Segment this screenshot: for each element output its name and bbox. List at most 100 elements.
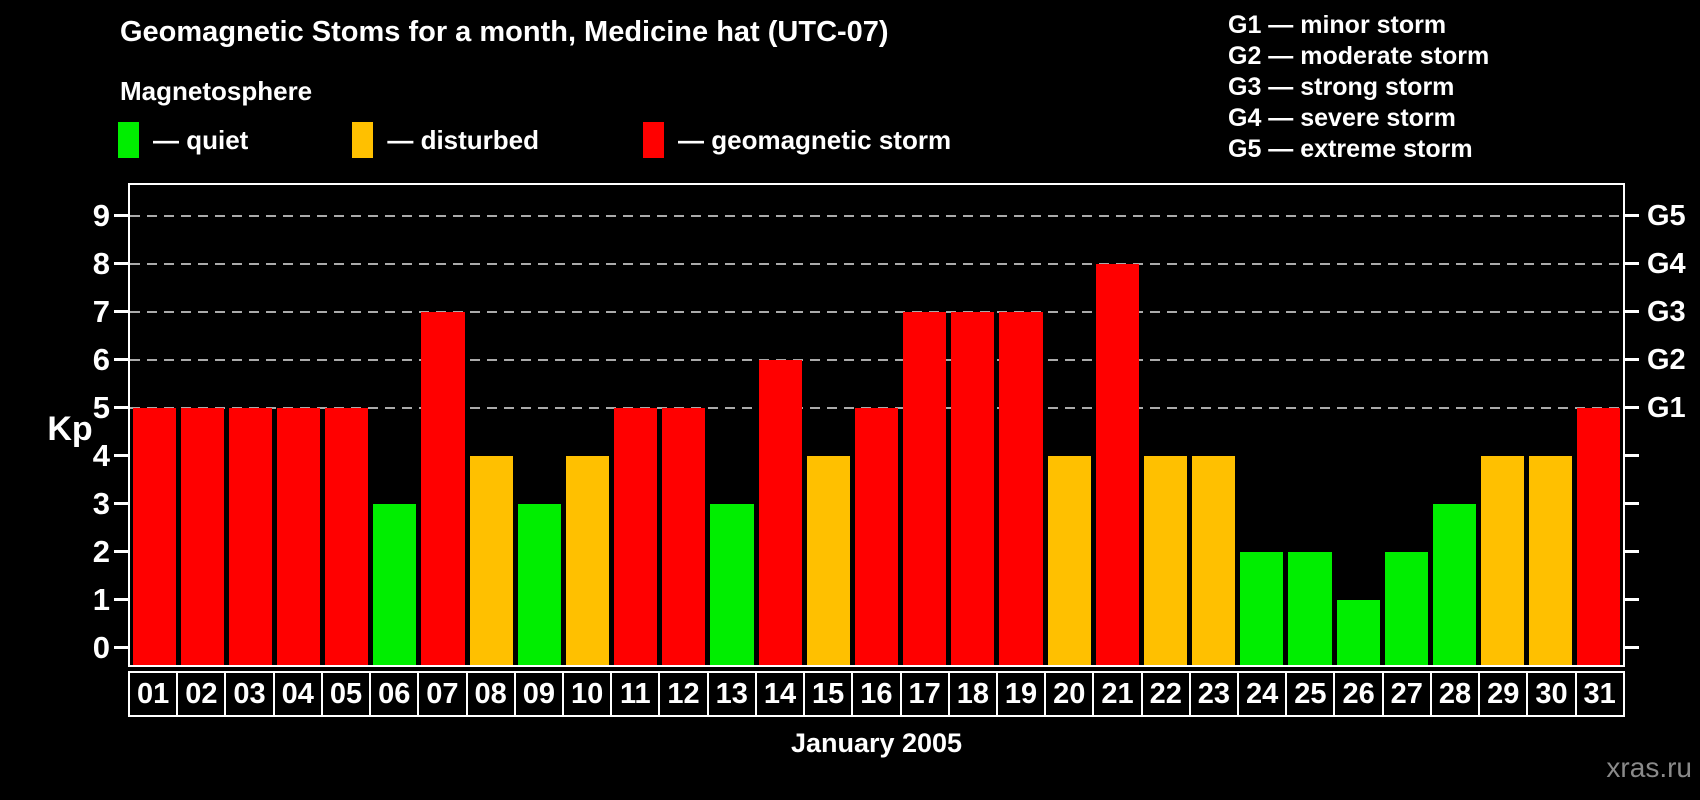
storm-scale-legend-item: G4 — severe storm	[1228, 104, 1456, 132]
kp-bar-day-25	[1288, 552, 1332, 665]
kp-tick-label: 2	[92, 534, 110, 569]
x-axis-title: January 2005	[790, 728, 963, 758]
kp-tick-label: 9	[92, 198, 110, 233]
day-label-21: 21	[1092, 671, 1143, 717]
kp-tick-label: 0	[92, 630, 110, 665]
kp-bar-day-27	[1384, 552, 1428, 665]
kp-bar-day-12	[662, 408, 706, 665]
kp-bar-day-14	[758, 360, 802, 665]
kp-bar-day-15	[806, 456, 850, 665]
day-label-17: 17	[899, 671, 950, 717]
kp-bar-day-13	[710, 504, 754, 665]
kp-bar-day-11	[614, 408, 658, 665]
kp-bar-day-17	[903, 312, 947, 665]
kp-bar-day-30	[1529, 456, 1573, 665]
day-label-10: 10	[561, 671, 613, 717]
kp-bar-day-16	[854, 408, 899, 665]
right-axis-tick	[1625, 358, 1639, 361]
kp-bar-day-26	[1336, 600, 1380, 665]
g-scale-tick-label: G4	[1647, 248, 1686, 280]
day-axis: 01 02 03 04 05 06 07 08 09 10 11 12 13 14 15 16 17 18 19 20…	[128, 671, 1625, 717]
day-label-11: 11	[610, 671, 661, 717]
day-label-14: 14	[754, 671, 806, 717]
left-axis-tick	[114, 550, 128, 553]
right-axis-tick	[1625, 310, 1639, 313]
legend-item-label: — disturbed	[387, 124, 540, 155]
left-axis-tick	[114, 406, 128, 409]
right-axis-tick	[1625, 406, 1639, 409]
day-label-15: 15	[803, 671, 854, 717]
g-scale-tick-label: G3	[1647, 296, 1686, 328]
left-axis-tick	[114, 310, 128, 313]
kp-bar-day-01	[132, 408, 176, 665]
day-label-08: 08	[465, 671, 516, 717]
day-label-03: 03	[224, 671, 275, 717]
kp-bar-day-03	[228, 408, 272, 665]
day-label-28: 28	[1429, 671, 1481, 717]
storm-scale-legend-item: G2 — moderate storm	[1228, 42, 1490, 70]
kp-tick-label: 7	[92, 294, 110, 329]
disturbed-swatch-icon	[352, 122, 374, 158]
day-label-13: 13	[706, 671, 757, 717]
kp-bar-day-04	[276, 408, 321, 665]
gridline-kp8	[130, 263, 1623, 265]
day-label-30: 30	[1526, 671, 1577, 717]
kp-bar-day-22	[1143, 456, 1188, 665]
day-label-16: 16	[851, 671, 902, 717]
right-axis-tick	[1625, 646, 1639, 649]
legend-item-disturbed: — disturbed	[352, 122, 539, 158]
kp-bar-day-29	[1481, 456, 1525, 665]
storm-scale-legend: G1 — minor storm G2 — moderate storm G3 — …	[1228, 10, 1489, 165]
right-axis-tick	[1625, 502, 1639, 505]
plot-area: Kp 0 1 2 3 4 5 6 7 8 9 G1 G2 G3 G4 G5	[47, 183, 1686, 667]
day-label-18: 18	[947, 671, 998, 717]
day-label-01: 01	[128, 671, 179, 717]
day-label-02: 02	[176, 671, 227, 717]
watermark: xras.ru	[1606, 752, 1692, 783]
day-label-23: 23	[1188, 671, 1240, 717]
gridline-kp6	[130, 359, 1623, 361]
kp-bar-day-09	[517, 504, 561, 665]
legend-item-label: — quiet	[153, 124, 249, 155]
day-label-19: 19	[995, 671, 1047, 717]
kp-bar-day-10	[565, 456, 610, 665]
right-axis-tick	[1625, 598, 1639, 601]
kp-bar-day-05	[325, 408, 369, 665]
kp-bar-day-20	[1047, 456, 1091, 665]
right-axis-tick	[1625, 214, 1639, 217]
day-label-25: 25	[1285, 671, 1336, 717]
kp-bar-day-21	[1095, 264, 1139, 665]
right-axis-tick	[1625, 262, 1639, 265]
kp-tick-label: 4	[92, 438, 110, 473]
kp-tick-label: 6	[92, 342, 110, 377]
left-axis-tick	[114, 598, 128, 601]
kp-bar-day-19	[999, 312, 1043, 665]
legend-item-quiet: — quiet	[118, 122, 248, 158]
kp-tick-label: 3	[92, 486, 110, 521]
kp-tick-label: 8	[92, 246, 110, 281]
day-label-12: 12	[658, 671, 709, 717]
chart-title: Geomagnetic Stoms for a month, Medicine …	[120, 16, 889, 48]
left-axis-tick	[114, 358, 128, 361]
storm-scale-legend-item: G1 — minor storm	[1228, 11, 1447, 39]
kp-bar-day-28	[1432, 504, 1476, 665]
kp-bar-day-31	[1577, 408, 1621, 665]
magnetosphere-legend-title: Magnetosphere	[120, 76, 313, 106]
day-label-20: 20	[1044, 671, 1095, 717]
day-label-04: 04	[272, 671, 323, 717]
kp-bar-day-07	[421, 312, 465, 665]
day-label-07: 07	[417, 671, 468, 717]
left-axis-tick	[114, 454, 128, 457]
left-axis-tick	[114, 646, 128, 649]
legend-item-label: — geomagnetic storm	[678, 124, 952, 155]
g-scale-tick-label: G5	[1647, 200, 1686, 232]
g-scale-tick-label: G1	[1647, 392, 1686, 424]
day-label-31: 31	[1574, 671, 1625, 717]
storm-swatch-icon	[643, 122, 665, 158]
gridline-kp7	[130, 311, 1623, 313]
kp-tick-label: 1	[92, 582, 110, 617]
day-label-29: 29	[1478, 671, 1529, 717]
day-label-22: 22	[1140, 671, 1191, 717]
legend-item-storm: — geomagnetic storm	[643, 122, 951, 158]
kp-bar-day-24	[1240, 552, 1284, 665]
